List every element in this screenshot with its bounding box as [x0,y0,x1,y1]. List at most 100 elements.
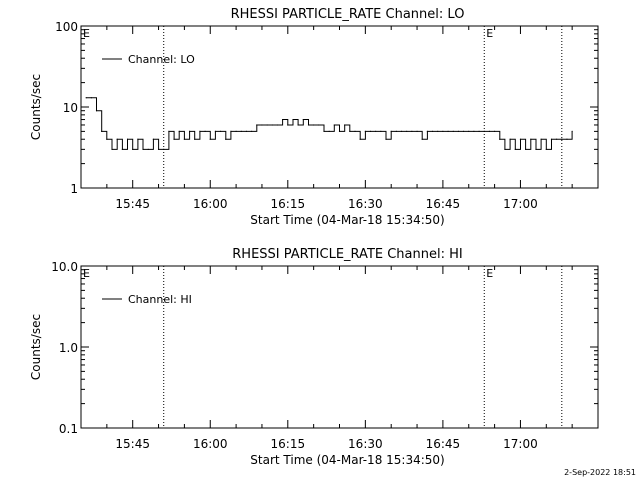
data-point [535,148,537,150]
data-point [163,148,165,150]
data-point [426,130,428,132]
data-point [173,138,175,140]
x-tick-label: 17:00 [503,197,538,211]
y-tick-label: 1 [70,182,78,196]
data-point [137,138,139,140]
data-point [307,124,310,126]
y-axis-label: Counts/sec [29,314,43,380]
x-axis-label: Start Time (04-Mar-18 15:34:50) [250,453,444,467]
x-tick-label: 16:00 [193,437,228,451]
x-tick-label: 16:00 [193,197,228,211]
data-point [571,130,573,132]
data-point [251,130,253,132]
data-point [452,130,454,132]
data-point [400,130,403,132]
data-point [183,138,185,140]
data-point [147,148,149,150]
data-point [178,130,180,132]
data-point [437,130,439,132]
data-point [349,130,351,132]
data-point [359,138,361,140]
data-point [313,124,315,126]
data-point [157,148,160,150]
data-point [468,130,470,132]
data-point [344,124,346,126]
data-point [256,124,258,126]
data-point [323,130,325,132]
data-point [550,138,553,140]
event-annotation: E [83,27,90,40]
y-tick-label: 100 [55,20,78,34]
data-point [152,138,154,140]
data-point [566,138,568,140]
data-point [302,118,304,121]
data-point [545,148,547,150]
data-point [380,130,382,132]
data-point [561,138,563,140]
data-point [106,138,108,140]
data-point [116,138,118,140]
data-point [333,124,335,126]
data-point [338,130,341,132]
y-tick-label: 1.0 [59,341,78,355]
chart-title: RHESSI PARTICLE_RATE Channel: LO [231,7,465,22]
data-point [209,138,211,140]
plot-frame [80,265,599,429]
data-point [483,130,485,132]
y-tick-label: 10.0 [51,260,78,274]
data-point [509,138,511,140]
panel-hi: RHESSI PARTICLE_RATE Channel: HI Counts/s… [29,247,599,467]
data-point [240,130,242,132]
data-point [442,130,444,132]
data-point [457,130,460,132]
data-point [375,130,377,132]
data-point [494,130,496,132]
data-point [287,124,289,126]
data-point [142,148,144,150]
data-point [364,130,366,132]
data-point [282,118,284,121]
data-point [514,148,516,150]
data-point [194,138,196,140]
data-point [111,148,113,150]
data-point [168,130,170,132]
data-point [297,124,299,126]
data-point [540,138,542,140]
x-tick-label: 15:45 [115,197,150,211]
data-point [504,148,506,150]
data-point [235,130,237,132]
plot-frame [80,25,599,189]
data-point [276,124,279,126]
data-point [499,138,501,140]
data-point [478,130,480,132]
data-point [188,130,191,132]
x-tick-label: 16:15 [271,197,306,211]
event-annotation: E [83,267,90,280]
data-point [101,130,103,132]
chart-title: RHESSI PARTICLE_RATE Channel: HI [232,247,462,262]
x-tick-label: 16:30 [348,437,383,451]
data-point [395,130,397,132]
data-point [271,124,273,126]
data-point [462,130,465,132]
data-point [406,130,408,132]
data-point [416,130,418,132]
data-point [354,130,356,132]
data-point [225,138,227,140]
data-point [292,118,294,121]
data-point [132,148,134,150]
x-tick-label: 16:30 [348,197,383,211]
data-point [385,138,387,140]
series-line [86,97,573,150]
data-point [204,130,206,132]
footer-timestamp: 2-Sep-2022 18:51 [564,468,636,477]
data-point [219,130,222,132]
data-point [261,124,263,126]
data-point [447,130,449,132]
data-point [126,138,129,140]
data-point [245,130,248,132]
data-point [421,138,423,140]
data-point [390,130,392,132]
event-annotation: E [486,27,493,40]
